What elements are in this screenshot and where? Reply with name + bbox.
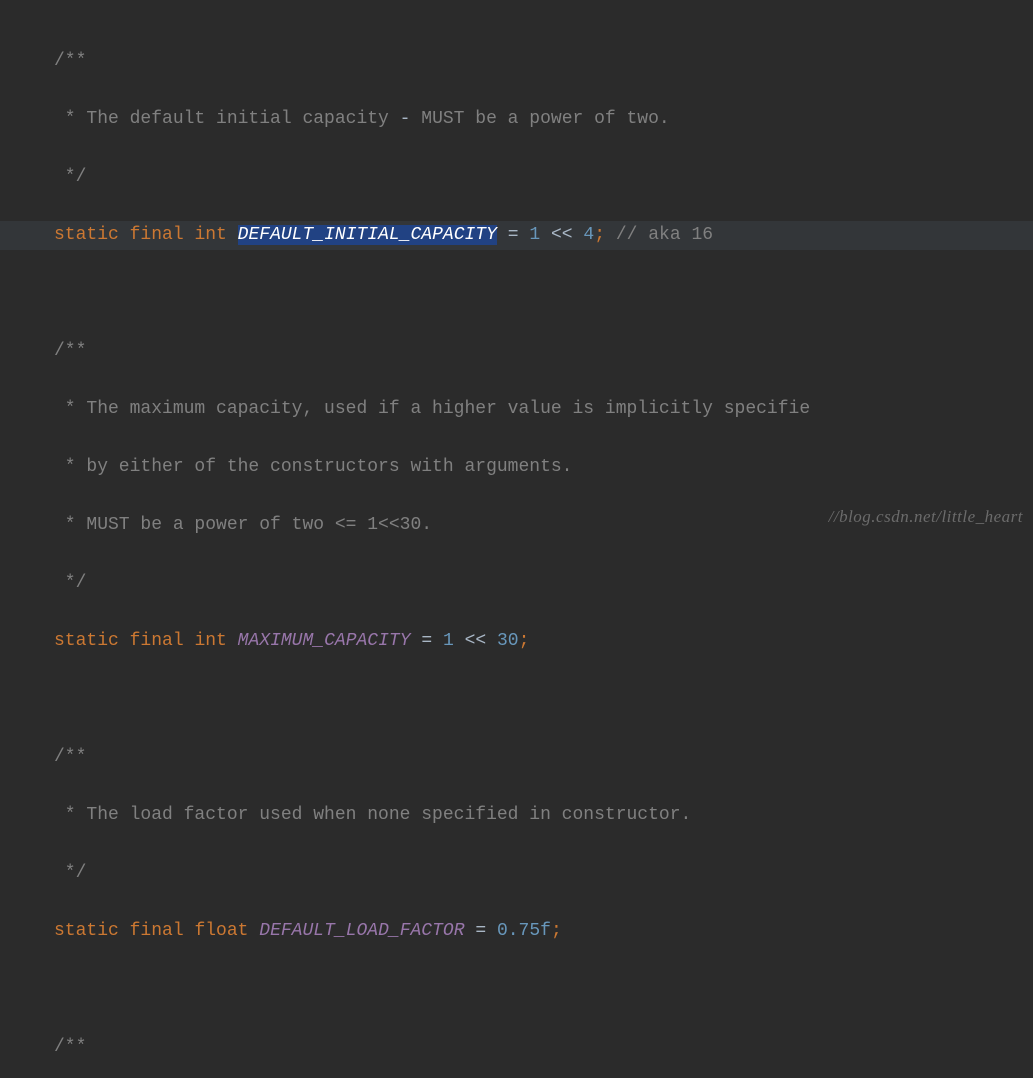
code-line-blank	[54, 279, 1033, 308]
keyword-static: static	[54, 921, 119, 941]
block-comment-text: MUST be a power of two.	[410, 109, 669, 129]
dash-op: -	[400, 109, 411, 129]
block-comment-text: * The load factor used when none specifi…	[54, 805, 691, 825]
identifier-default-initial-capacity[interactable]: DEFAULT_INITIAL_CAPACITY	[238, 225, 497, 245]
watermark-text: //blog.csdn.net/little_heart	[829, 502, 1023, 531]
code-editor-viewport[interactable]: /** * The default initial capacity - MUS…	[0, 0, 1033, 1078]
keyword-final: final	[130, 631, 184, 651]
number-literal: 30	[497, 631, 519, 651]
type-float: float	[194, 921, 248, 941]
code-line: /**	[54, 743, 1033, 772]
shift-op: <<	[551, 225, 573, 245]
keyword-static: static	[54, 225, 119, 245]
code-line: * The load factor used when none specifi…	[54, 801, 1033, 830]
code-line: static final float DEFAULT_LOAD_FACTOR =…	[54, 917, 1033, 946]
type-int: int	[194, 631, 226, 651]
block-comment-close: */	[54, 167, 86, 187]
code-line: * The maximum capacity, used if a higher…	[54, 395, 1033, 424]
keyword-final: final	[130, 921, 184, 941]
code-line: static final int MAXIMUM_CAPACITY = 1 <<…	[54, 627, 1033, 656]
code-line-blank	[54, 975, 1033, 1004]
code-line: */	[54, 859, 1033, 888]
equals-op: =	[475, 921, 486, 941]
number-literal: 0.75f	[497, 921, 551, 941]
block-comment-text: * The maximum capacity, used if a higher…	[54, 399, 810, 419]
code-line-blank	[54, 685, 1033, 714]
code-line: /**	[54, 47, 1033, 76]
code-line: * by either of the constructors with arg…	[54, 453, 1033, 482]
line-comment: // aka 16	[616, 225, 713, 245]
code-line: /**	[54, 337, 1033, 366]
equals-op: =	[421, 631, 432, 651]
block-comment-open: /**	[54, 341, 86, 361]
equals-op: =	[508, 225, 519, 245]
block-comment-text: * MUST be a power of two <= 1<<30.	[54, 515, 432, 535]
block-comment-close: */	[54, 573, 86, 593]
keyword-static: static	[54, 631, 119, 651]
identifier-maximum-capacity: MAXIMUM_CAPACITY	[238, 631, 411, 651]
semicolon: ;	[594, 225, 605, 245]
semicolon: ;	[551, 921, 562, 941]
number-literal: 1	[443, 631, 454, 651]
code-line: /**	[54, 1033, 1033, 1062]
block-comment-close: */	[54, 863, 86, 883]
shift-op: <<	[465, 631, 487, 651]
block-comment-open: /**	[54, 1037, 86, 1057]
code-line: * The default initial capacity - MUST be…	[54, 105, 1033, 134]
block-comment-open: /**	[54, 747, 86, 767]
identifier-default-load-factor: DEFAULT_LOAD_FACTOR	[259, 921, 464, 941]
keyword-final: final	[130, 225, 184, 245]
code-line-current: static final int DEFAULT_INITIAL_CAPACIT…	[0, 221, 1033, 250]
type-int: int	[194, 225, 226, 245]
semicolon: ;	[519, 631, 530, 651]
number-literal: 4	[583, 225, 594, 245]
number-literal: 1	[529, 225, 540, 245]
code-line: */	[54, 163, 1033, 192]
block-comment-text: * by either of the constructors with arg…	[54, 457, 572, 477]
block-comment-open: /**	[54, 51, 86, 71]
code-line: */	[54, 569, 1033, 598]
block-comment-text: * The default initial capacity	[54, 109, 400, 129]
